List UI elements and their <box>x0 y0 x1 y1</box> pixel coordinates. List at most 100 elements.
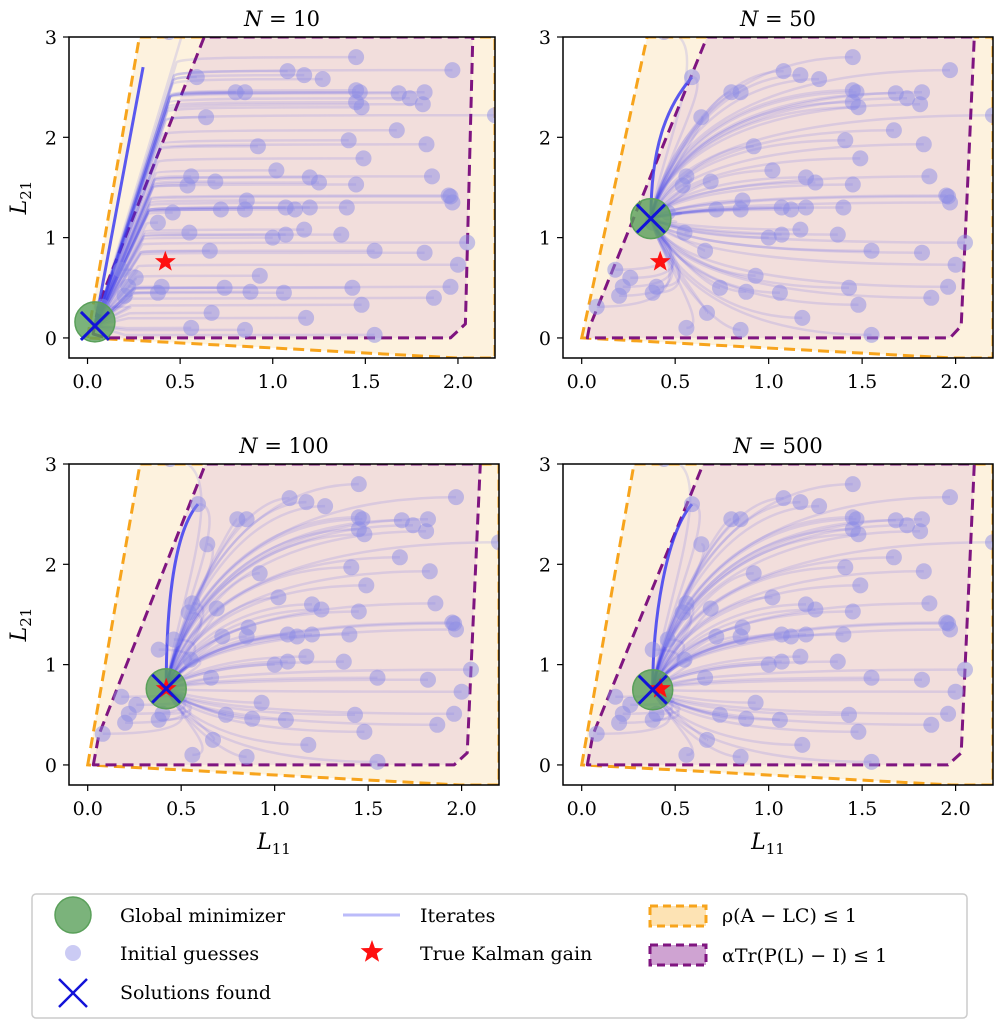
iterate-path <box>93 194 449 327</box>
initial-guess-point <box>340 132 357 149</box>
initial-guess-point <box>369 753 386 770</box>
initial-guess-point <box>164 204 181 221</box>
legend-initial-guesses-label: Initial guesses <box>120 943 259 965</box>
initial-guess-point <box>242 283 259 300</box>
initial-guess-point <box>251 565 268 582</box>
initial-guess-point <box>317 498 334 515</box>
iterate-path <box>651 527 853 690</box>
initial-guess-point <box>203 304 220 321</box>
initial-guess-point <box>764 589 781 606</box>
iterate-path <box>93 249 210 327</box>
legend-solutions-found-marker <box>58 978 88 1008</box>
x-tick-label: 2.0 <box>443 371 473 393</box>
legend-rho-patch <box>648 904 708 928</box>
y-tick-label: 2 <box>539 127 551 149</box>
iterate-path <box>93 139 349 327</box>
iterate-path <box>93 263 459 327</box>
initial-guess-point <box>249 138 266 155</box>
initial-guess-point <box>190 496 206 513</box>
initial-guess-point <box>835 199 852 216</box>
true-kalman-gain-marker <box>154 250 176 271</box>
initial-guess-point <box>279 653 296 670</box>
initial-guess-point <box>459 234 476 251</box>
axes-frame <box>562 36 994 359</box>
initial-guess-point <box>676 224 693 241</box>
x-tick-label: 1.0 <box>258 371 288 393</box>
chart-panels: 0.0 0.5 1.0 1.5 2.0 0 1 2 3 N = 10 L21 0.0 0.5 1.0 1.5… <box>7 7 994 858</box>
initial-guess-point <box>678 319 695 336</box>
initial-guess-point <box>442 278 459 295</box>
initial-guess-point <box>205 731 221 748</box>
x-tick-label: 1.0 <box>260 798 290 820</box>
iterate-path <box>94 311 212 328</box>
initial-guess-point <box>344 279 361 296</box>
y-tick-label: 2 <box>45 127 57 149</box>
initial-guess-point <box>732 321 749 338</box>
y-tick-label: 3 <box>45 454 57 476</box>
initial-guess-point <box>764 162 781 179</box>
initial-guess-point <box>912 523 929 540</box>
initial-guess-point <box>699 731 715 748</box>
initial-guess-point <box>674 604 691 621</box>
y-tick-label: 1 <box>45 655 57 677</box>
initial-guess-point <box>841 279 857 296</box>
iterate-path <box>651 496 784 690</box>
main-iterate-path <box>649 76 694 219</box>
initial-guess-point <box>863 753 880 770</box>
initial-guess-point <box>341 626 358 643</box>
alpha-constraint-region <box>585 464 976 767</box>
initial-guess-point <box>277 226 294 243</box>
iterate-path <box>93 157 364 327</box>
initial-guess-point <box>957 661 973 678</box>
initial-guess-point <box>940 705 957 722</box>
panel-title: N = 50 <box>739 7 816 31</box>
initial-guess-point <box>684 496 700 513</box>
initial-guess-point <box>947 256 964 273</box>
initial-guess-point <box>644 711 661 728</box>
x-tick-label: 2.0 <box>446 798 476 820</box>
plot-area <box>579 37 993 358</box>
initial-guess-point <box>792 221 809 238</box>
initial-guess-point <box>792 494 809 511</box>
global-minimizer-marker <box>74 301 116 343</box>
initial-guess-point <box>275 284 292 301</box>
initial-guess-point <box>811 71 828 88</box>
iterate-path <box>164 518 402 689</box>
initial-guess-point <box>697 669 714 686</box>
initial-guess-point <box>237 321 253 338</box>
initial-guess-point <box>491 534 499 551</box>
iterate-path <box>93 143 427 327</box>
initial-guess-point <box>201 242 218 259</box>
initial-guess-point <box>369 669 386 686</box>
initial-guess-point <box>487 107 495 124</box>
initial-guess-point <box>279 63 296 80</box>
initial-guess-point <box>732 511 749 528</box>
initial-guess-point <box>844 49 861 66</box>
initial-guess-point <box>702 173 719 190</box>
initial-guess-point <box>420 671 436 688</box>
iterate-path <box>164 523 414 689</box>
iterate-path <box>651 495 951 690</box>
y-tick-label: 0 <box>539 755 551 777</box>
iterate-path <box>93 199 247 327</box>
initial-guess-point <box>885 549 902 566</box>
initial-guess-point <box>914 671 930 688</box>
initial-guess-point <box>199 536 216 553</box>
initial-guess-point <box>775 490 792 507</box>
legend-alpha-patch <box>648 943 708 967</box>
y-axis-label: L21 <box>7 181 35 216</box>
initial-guess-point <box>773 653 790 670</box>
iterate-path <box>93 113 495 327</box>
initial-guess-point <box>421 563 438 580</box>
initial-guess-point <box>453 683 470 700</box>
initial-guess-point <box>712 279 728 296</box>
panel-title: N = 500 <box>732 434 822 458</box>
initial-guess-point <box>792 648 809 665</box>
iterate-path <box>93 180 216 327</box>
iterate-path <box>164 502 211 689</box>
initial-guess-point <box>923 289 940 306</box>
initial-guess-point <box>697 242 714 259</box>
initial-guess-point <box>450 256 466 273</box>
initial-guess-point <box>298 494 315 511</box>
initial-guess-point <box>607 261 624 278</box>
